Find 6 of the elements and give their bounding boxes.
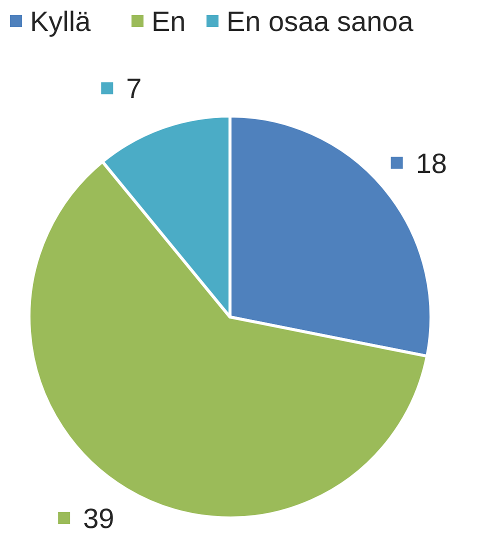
legend-label: En <box>152 6 186 37</box>
data-label: 7 <box>126 73 142 104</box>
data-label: 39 <box>83 503 114 534</box>
legend-label: Kyllä <box>30 6 92 37</box>
data-label: 18 <box>416 148 447 179</box>
legend-label: En osaa sanoa <box>226 6 414 37</box>
